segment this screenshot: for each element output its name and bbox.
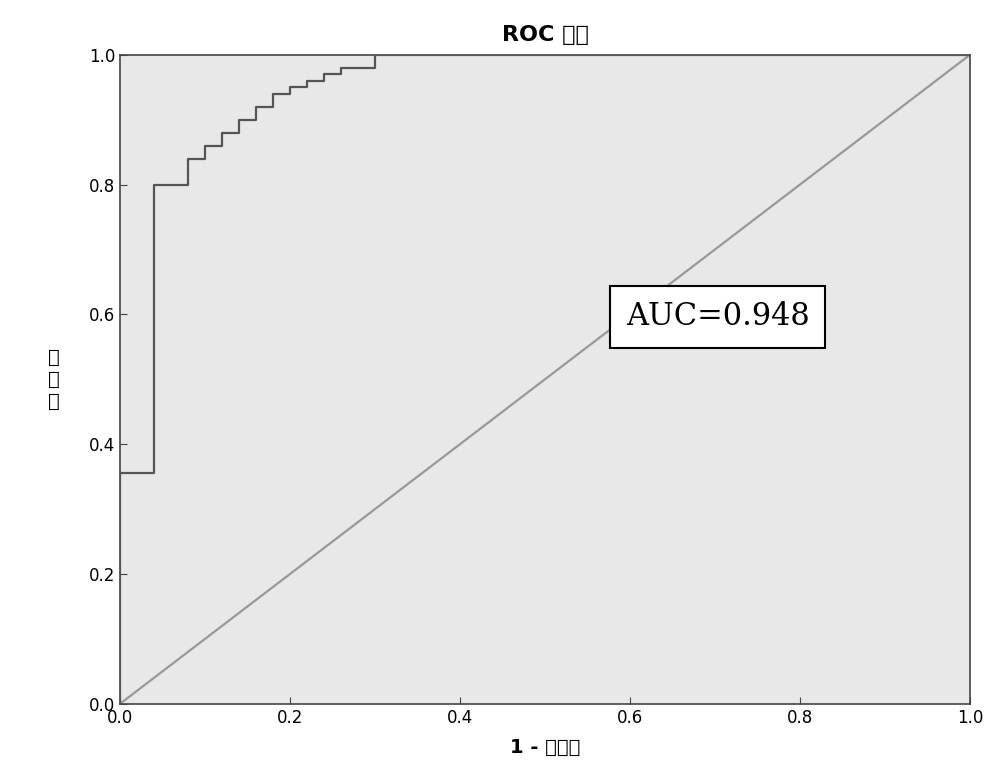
- Text: AUC=0.948: AUC=0.948: [626, 301, 810, 332]
- Y-axis label: 敏
感
度: 敏 感 度: [48, 348, 60, 411]
- X-axis label: 1 - 特异性: 1 - 特异性: [510, 737, 580, 757]
- Title: ROC 曲线: ROC 曲线: [502, 25, 588, 45]
